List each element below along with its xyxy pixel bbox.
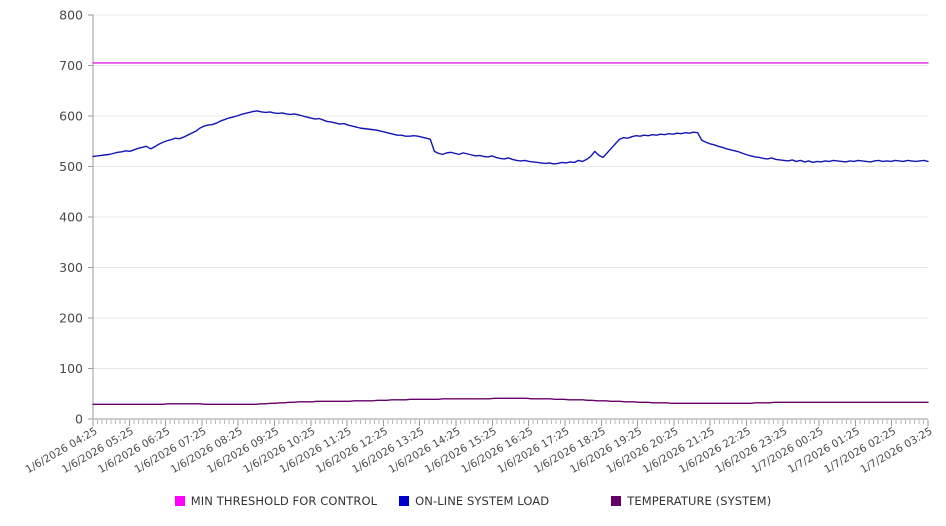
legend-label-online-system-load: ON-LINE SYSTEM LOAD (415, 494, 550, 508)
y-axis: 0 100 200 300 400 500 600 700 800 (59, 8, 94, 427)
data-series (92, 62, 929, 406)
legend-swatch-online-system-load (399, 496, 410, 506)
legend-swatch-min-threshold (174, 496, 185, 506)
y-tick-label: 800 (59, 8, 83, 23)
x-axis (92, 418, 929, 426)
y-tick-label: 100 (59, 361, 83, 376)
series-line-on-line-system-load (92, 110, 929, 165)
legend-swatch-temperature-system (611, 496, 622, 506)
y-tick-label: 300 (59, 260, 83, 275)
grid-lines (93, 14, 928, 369)
series-line-temperature-system (92, 397, 929, 406)
legend-item-online-system-load[interactable]: ON-LINE SYSTEM LOAD (399, 494, 549, 508)
x-axis-labels: 1/6/2026 04:251/6/2026 05:251/6/2026 06:… (24, 425, 935, 476)
legend-item-temperature-system[interactable]: TEMPERATURE (SYSTEM) (611, 494, 771, 508)
y-tick-label: 200 (59, 311, 83, 326)
legend-item-min-threshold[interactable]: MIN THRESHOLD FOR CONTROL (174, 494, 378, 508)
y-tick-label: 700 (59, 58, 83, 73)
y-tick-label: 400 (59, 210, 83, 225)
y-tick-label: 500 (59, 159, 83, 174)
y-tick-label: 0 (75, 412, 83, 427)
legend-label-temperature-system: TEMPERATURE (SYSTEM) (627, 494, 772, 508)
chart-legend: MIN THRESHOLD FOR CONTROL ON-LINE SYSTEM… (0, 494, 946, 508)
y-tick-label: 600 (59, 109, 83, 124)
legend-label-min-threshold: MIN THRESHOLD FOR CONTROL (190, 494, 378, 508)
